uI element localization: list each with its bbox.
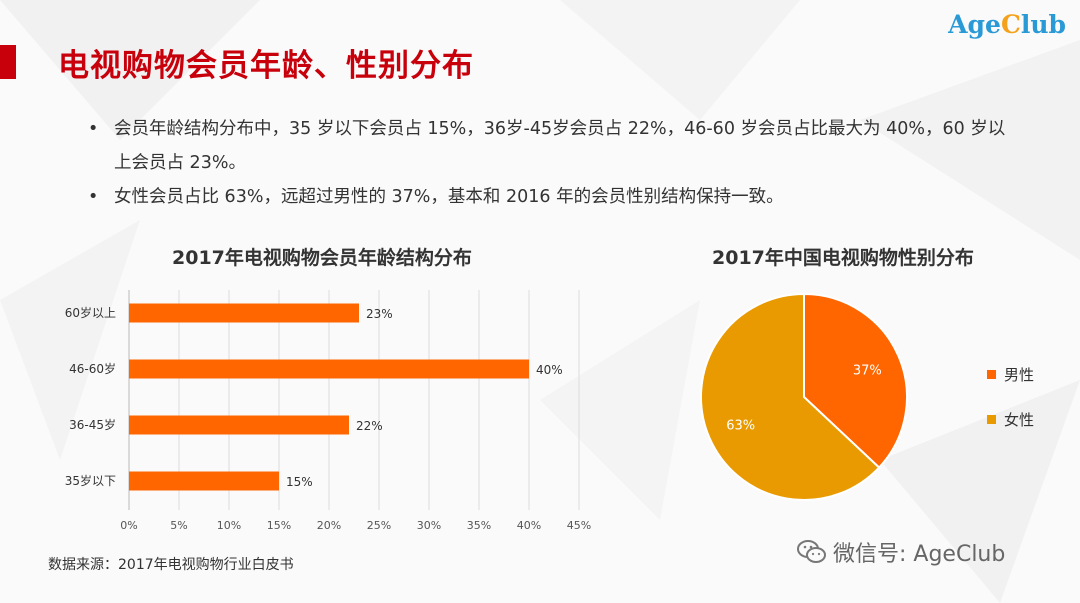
- bar: [129, 303, 359, 323]
- data-source: 数据来源：2017年电视购物行业白皮书: [48, 557, 294, 573]
- pie-value-label: 63%: [726, 418, 755, 433]
- legend-item-male: 男性: [987, 364, 1034, 385]
- x-tick-label: 25%: [367, 519, 391, 532]
- bar: [129, 471, 279, 491]
- pie-slice: [700, 292, 881, 501]
- bar-value-label: 15%: [286, 475, 313, 489]
- x-tick-label: 10%: [217, 519, 241, 532]
- x-tick-label: 45%: [567, 519, 591, 532]
- category-label: 35岁以下: [65, 473, 116, 488]
- wechat-watermark: 微信号: AgeClub: [797, 536, 1005, 568]
- bar-value-label: 23%: [366, 307, 393, 321]
- page-title: 电视购物会员年龄、性别分布: [58, 48, 474, 84]
- bar-value-label: 22%: [356, 419, 383, 433]
- wechat-id: 微信号: AgeClub: [833, 542, 1006, 567]
- legend-swatch-female: [987, 415, 996, 424]
- ageclub-logo: AgeClub: [948, 10, 1066, 39]
- pie-value-label: 37%: [853, 364, 882, 379]
- legend-item-female: 女性: [987, 409, 1034, 430]
- gender-pie-chart: 37% 63%: [700, 292, 908, 501]
- bar-value-label: 40%: [536, 363, 563, 377]
- legend-label-female: 女性: [1004, 411, 1035, 429]
- title-accent-bar: [0, 45, 16, 79]
- age-bar-chart: 0% 5% 10% 15% 20% 25% 30% 35% 40% 45% 60岁以上 23% 46-6…: [65, 290, 591, 532]
- x-tick-label: 35%: [467, 519, 491, 532]
- x-tick-label: 15%: [267, 519, 291, 532]
- bar: [129, 359, 529, 379]
- bar: [129, 415, 349, 435]
- summary-bullets: 会员年龄结构分布中，35 岁以下会员占 15%，36岁-45岁会员占 22%，4…: [88, 112, 1018, 214]
- category-label: 60岁以上: [65, 305, 116, 320]
- x-tick-label: 40%: [517, 519, 541, 532]
- bullet-gender: 女性会员占比 63%，远超过男性的 37%，基本和 2016 年的会员性别结构保…: [88, 180, 1018, 214]
- category-label: 36-45岁: [69, 417, 116, 432]
- x-tick-label: 0%: [120, 519, 137, 532]
- legend-label-male: 男性: [1004, 366, 1035, 384]
- pie-legend: 男性 女性: [987, 364, 1034, 454]
- category-label: 46-60岁: [69, 361, 116, 376]
- pie-slice: [803, 292, 908, 469]
- bullet-age: 会员年龄结构分布中，35 岁以下会员占 15%，36岁-45岁会员占 22%，4…: [88, 112, 1018, 180]
- pie-chart-title: 2017年中国电视购物性别分布: [712, 247, 974, 269]
- x-tick-label: 20%: [317, 519, 341, 532]
- x-tick-label: 30%: [417, 519, 441, 532]
- bar-chart-title: 2017年电视购物会员年龄结构分布: [172, 247, 472, 269]
- x-tick-label: 5%: [170, 519, 187, 532]
- wechat-icon: [797, 540, 826, 563]
- legend-swatch-male: [987, 370, 996, 379]
